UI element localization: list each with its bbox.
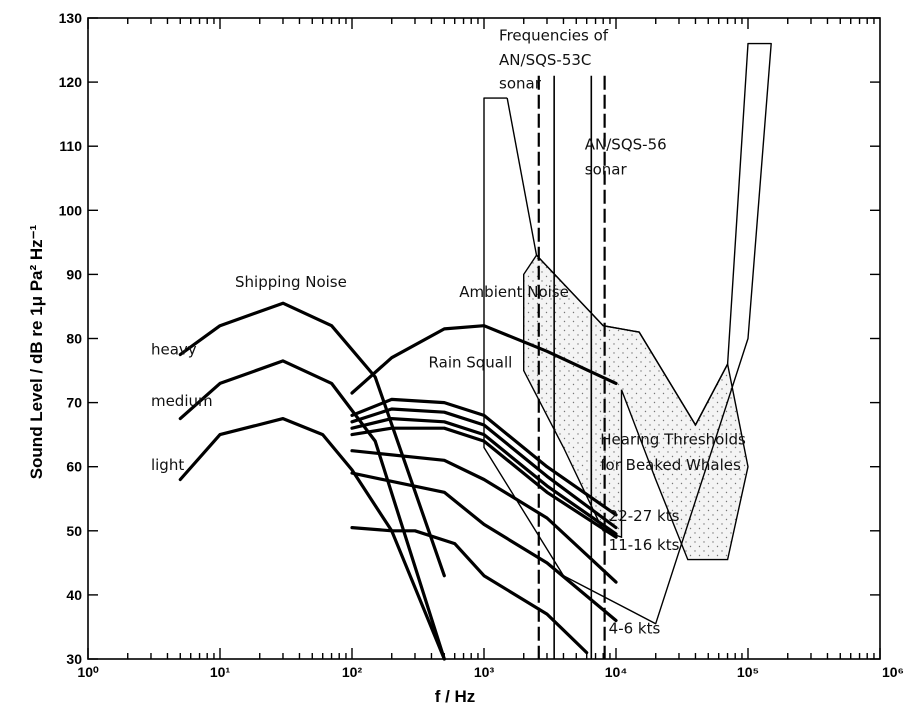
x-tick-label: 10³ <box>474 664 495 680</box>
x-tick-label: 10⁵ <box>737 664 759 680</box>
y-tick-label: 40 <box>66 587 82 603</box>
y-tick-label: 60 <box>66 459 82 475</box>
axis-ticks <box>87 17 881 660</box>
y-tick-label: 100 <box>59 202 83 218</box>
annotation-label: Frequencies of <box>499 26 609 44</box>
annotation-label: Rain Squall <box>429 353 513 371</box>
annotation-label: Hearing Thresholds <box>600 430 746 448</box>
annotation-label: sonar <box>499 75 542 93</box>
annotation-label: Shipping Noise <box>235 273 347 291</box>
annotation-label: sonar <box>585 160 628 178</box>
series-line-11 <box>483 42 772 625</box>
annotations: Frequencies of AN/SQS-53C sonar AN/SQS-56 so… <box>151 26 746 637</box>
annotation-label: 11-16 kts <box>609 536 680 554</box>
annotation-label: for Beaked Whales <box>600 456 741 474</box>
x-tick-label: 10¹ <box>210 664 231 680</box>
series-line-7 <box>350 426 618 539</box>
annotation-label: AN/SQS-56 <box>585 135 667 153</box>
annotation-label: 4-6 kts <box>609 619 661 637</box>
y-tick-label: 130 <box>59 10 83 26</box>
annotation-label: light <box>151 456 184 474</box>
y-tick-label: 120 <box>59 74 83 90</box>
y-tick-label: 50 <box>66 523 82 539</box>
y-tick-labels: 30 40 50 60 70 80 90 100 110 120 130 <box>59 10 83 667</box>
annotation-label: medium <box>151 392 213 410</box>
x-axis-title: f / Hz <box>435 687 476 706</box>
series-line-5 <box>350 407 618 530</box>
series-line-9 <box>350 471 618 623</box>
annotation-label: 22-27 kts <box>609 507 680 525</box>
series-line-4 <box>350 397 618 517</box>
sonar-frequency-lines <box>537 75 606 659</box>
y-axis-title: Sound Level / dB re 1μ Pa² Hz⁻¹ <box>27 224 46 479</box>
annotation-label: heavy <box>151 341 197 359</box>
series-line-6 <box>350 417 618 536</box>
y-tick-label: 90 <box>66 266 82 282</box>
x-tick-label: 10⁶ <box>882 664 904 680</box>
annotation-label: AN/SQS-53C <box>499 51 591 69</box>
y-tick-label: 30 <box>66 651 82 667</box>
series-line-3 <box>350 324 618 395</box>
x-tick-label: 10⁴ <box>605 664 628 680</box>
y-tick-label: 70 <box>66 395 82 411</box>
series-line-8 <box>350 449 618 584</box>
series-line-10 <box>350 525 589 655</box>
x-tick-label: 10² <box>342 664 363 680</box>
annotation-label: Ambient Noise <box>459 283 569 301</box>
y-tick-label: 80 <box>66 331 82 347</box>
y-tick-label: 110 <box>59 138 82 154</box>
x-tick-labels: 10⁰ 10¹ 10² 10³ 10⁴ 10⁵ 10⁶ <box>77 664 904 680</box>
series-line-1 <box>178 359 446 661</box>
x-tick-label: 10⁰ <box>77 664 99 680</box>
series-layer <box>178 42 772 661</box>
